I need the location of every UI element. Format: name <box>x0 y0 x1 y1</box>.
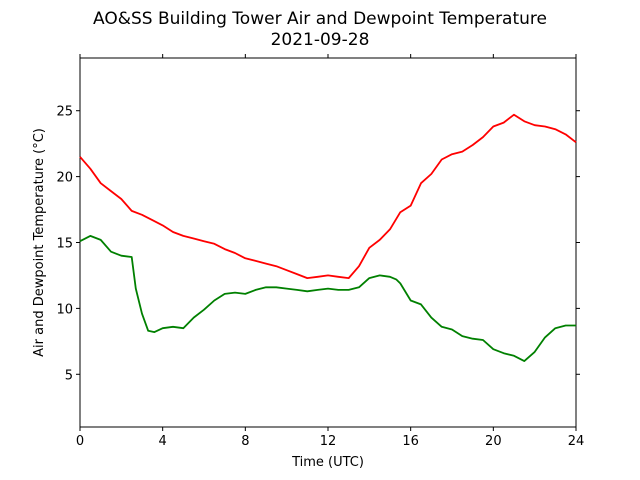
x-tick-label: 16 <box>402 434 419 449</box>
y-tick-label: 10 <box>56 302 73 317</box>
chart-subtitle: 2021-09-28 <box>271 30 370 50</box>
chart-title: AO&SS Building Tower Air and Dewpoint Te… <box>93 9 547 29</box>
x-tick-label: 0 <box>76 434 84 449</box>
series-line-2 <box>79 234 576 363</box>
x-tick-label: 4 <box>159 434 167 449</box>
y-axis-label: Air and Dewpoint Temperature (°C) <box>32 128 47 357</box>
x-tick-label: 24 <box>568 434 585 449</box>
y-tick-label: 25 <box>56 105 73 120</box>
series-line-1 <box>79 113 577 280</box>
x-tick-label: 20 <box>485 434 502 449</box>
x-axis-label: Time (UTC) <box>291 455 364 470</box>
series-layer <box>79 113 577 363</box>
y-tick-label: 5 <box>65 368 73 383</box>
x-tick-label: 12 <box>320 434 337 449</box>
ticks-layer: 0 4 8 12 16 20 24 5 10 15 20 25 <box>56 54 584 449</box>
y-tick-label: 20 <box>56 171 73 186</box>
plot-area <box>79 57 577 428</box>
y-tick-label: 15 <box>56 237 73 252</box>
x-tick-label: 8 <box>241 434 249 449</box>
